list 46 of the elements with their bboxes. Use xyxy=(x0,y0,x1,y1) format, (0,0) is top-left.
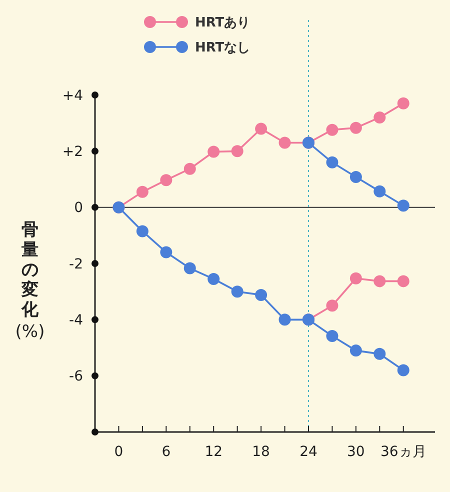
point xyxy=(374,111,386,124)
y-tick-label: -4 xyxy=(69,312,84,329)
y-tick-label: +2 xyxy=(62,144,83,160)
point xyxy=(231,286,244,298)
y-tick-label: -6 xyxy=(69,368,84,385)
x-tick-label: 12 xyxy=(204,444,223,460)
point xyxy=(350,122,362,134)
point xyxy=(326,300,338,312)
point xyxy=(160,174,172,186)
y-axis-title: 骨量の変化(%) xyxy=(15,220,45,342)
point xyxy=(136,186,148,198)
point xyxy=(278,314,291,326)
legend-label: HRTあり xyxy=(195,16,250,31)
x-tick-label: 36ヵ月 xyxy=(380,444,426,460)
point xyxy=(397,200,410,212)
point xyxy=(374,275,386,288)
legend-label: HRTなし xyxy=(195,40,250,56)
point xyxy=(278,136,291,149)
point xyxy=(326,330,338,342)
point xyxy=(397,364,410,376)
y-tick-label: 0 xyxy=(74,200,83,216)
x-tick-label: 6 xyxy=(162,444,171,460)
point xyxy=(374,185,386,198)
point xyxy=(397,97,410,110)
point xyxy=(397,275,410,288)
point xyxy=(255,122,268,135)
y-tick-label: +4 xyxy=(62,88,84,104)
y-tick-label: -2 xyxy=(69,256,83,272)
point xyxy=(326,124,338,136)
point xyxy=(374,348,386,360)
point xyxy=(208,272,220,285)
point xyxy=(208,146,220,158)
point xyxy=(255,288,268,301)
point xyxy=(350,344,362,357)
point xyxy=(136,225,148,238)
point xyxy=(231,145,244,158)
point xyxy=(184,262,196,274)
point xyxy=(350,272,362,284)
point xyxy=(350,171,362,184)
x-tick-label: 0 xyxy=(114,444,124,460)
x-tick-label: 30 xyxy=(347,444,365,460)
point xyxy=(326,156,338,168)
point xyxy=(184,162,196,175)
x-tick-label: 18 xyxy=(252,444,270,460)
point xyxy=(160,246,172,258)
x-tick-label: 24 xyxy=(300,444,318,460)
